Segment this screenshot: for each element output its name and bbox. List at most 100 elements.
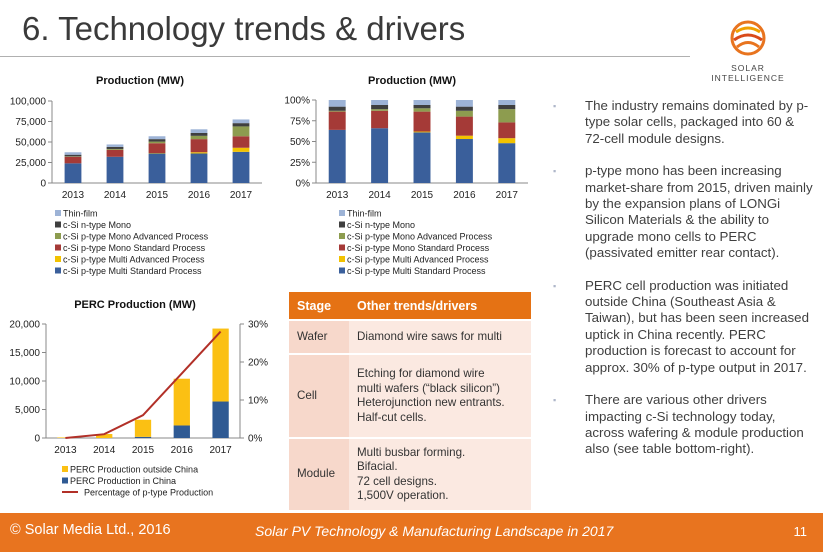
- legend-swatch: [339, 267, 345, 274]
- title-divider: [0, 56, 690, 57]
- bar-segment: [498, 100, 516, 105]
- bar-segment: [232, 151, 250, 183]
- bar-segment: [148, 143, 166, 154]
- legend-label: Thin-film: [63, 209, 98, 219]
- legend-swatch: [55, 256, 61, 262]
- chart-title: Production (MW): [96, 75, 184, 87]
- table-row: Module Multi busbar forming. Bifacial. 7…: [289, 437, 531, 510]
- bar-segment: [232, 119, 250, 124]
- bar-segment: [148, 136, 166, 140]
- bar-segment: [64, 163, 82, 183]
- x-tick-label: 2016: [171, 445, 194, 456]
- bullet-item: The industry remains dominated by p-type…: [553, 98, 815, 147]
- solar-intelligence-logo-icon: [730, 20, 766, 56]
- trend-line: Half-cut cells.: [357, 410, 427, 424]
- trend-line: 1,500V operation.: [357, 489, 449, 502]
- legend-swatch: [55, 244, 61, 251]
- footer-subtitle: Solar PV Technology & Manufacturing Land…: [255, 523, 614, 539]
- y-tick-label: 5,000: [15, 405, 40, 416]
- x-tick-label: 2014: [104, 190, 127, 201]
- bar-segment: [413, 111, 431, 132]
- x-tick-label: 2014: [368, 190, 391, 201]
- table-cell-trends: Diamond wire saws for multi: [349, 319, 531, 354]
- legend-swatch: [62, 466, 68, 472]
- table-cell-trends: Multi busbar forming. Bifacial. 72 cell …: [349, 437, 531, 510]
- legend-label: c-Si p-type Multi Standard Process: [63, 266, 202, 276]
- bar-segment: [413, 100, 431, 105]
- bar-segment: [328, 110, 346, 112]
- bar-segment: [328, 111, 346, 130]
- table-cell-stage: Wafer: [289, 319, 349, 354]
- bullet-item: PERC cell production was initiated outsi…: [553, 278, 815, 376]
- legend-label: c-Si n-type Mono: [347, 220, 415, 230]
- production-mw-chart: Production (MW) 0 25,000 50,000 75,000 100,00…: [10, 75, 262, 276]
- bar-segment: [413, 131, 431, 133]
- bar-segment: [455, 110, 473, 117]
- trend-line: Diamond wire saws for multi: [357, 329, 502, 343]
- y2-tick-label: 0%: [248, 434, 263, 445]
- bullet-list: The industry remains dominated by p-type…: [553, 98, 815, 474]
- bar-segment: [106, 148, 124, 150]
- x-tick-label: 2015: [132, 445, 155, 456]
- x-tick-label: 2017: [209, 445, 232, 456]
- y-tick-label: 75,000: [15, 117, 46, 128]
- legend-swatch: [55, 221, 61, 228]
- bar-segment: [498, 122, 516, 139]
- legend-label: c-Si p-type Mono Standard Process: [63, 243, 206, 253]
- bar-segment: [190, 139, 208, 153]
- bar-segment: [173, 425, 190, 438]
- y-tick-label: 75%: [290, 116, 310, 127]
- x-tick-label: 2016: [188, 190, 211, 201]
- x-tick-label: 2016: [453, 190, 476, 201]
- trend-line: Bifacial.: [357, 460, 398, 473]
- bar-segment: [190, 152, 208, 154]
- bar-segment: [190, 132, 208, 136]
- bar-segment: [190, 129, 208, 133]
- bar-segment: [106, 144, 124, 147]
- chart-title: Production (MW): [368, 75, 456, 87]
- bar-segment: [64, 154, 82, 157]
- bar-segment: [328, 106, 346, 111]
- bar-segment: [106, 146, 124, 149]
- x-tick-label: 2017: [496, 190, 519, 201]
- x-tick-label: 2015: [411, 190, 434, 201]
- table-row: Cell Etching for diamond wire multi wafe…: [289, 353, 531, 438]
- legend-label: c-Si p-type Multi Advanced Process: [63, 255, 205, 265]
- logo-text-line1: SOLAR: [731, 63, 765, 73]
- bar-segment: [413, 132, 431, 183]
- trends-table: Stage Other trends/drivers Wafer Diamond…: [289, 292, 531, 510]
- table-cell-stage: Module: [289, 437, 349, 510]
- trend-line: Multi busbar forming.: [357, 445, 466, 459]
- y-tick-label: 0: [34, 434, 40, 445]
- bar-segment: [232, 123, 250, 127]
- x-tick-label: 2014: [93, 445, 116, 456]
- y-tick-label: 100,000: [10, 97, 47, 108]
- legend-label: c-Si p-type Mono Advanced Process: [63, 232, 209, 242]
- bar-segment: [371, 109, 389, 111]
- legend-label: PERC Production in China: [70, 476, 176, 486]
- legend-label: c-Si n-type Mono: [63, 220, 131, 230]
- percentage-line: [65, 330, 222, 439]
- trend-line: 72 cell designs.: [357, 474, 437, 488]
- perc-production-chart: PERC Production (MW) 0 5,000 10,000 15,000 20…: [9, 299, 268, 498]
- legend-swatch: [339, 256, 345, 262]
- legend-swatch: [339, 221, 345, 228]
- bar-segment: [232, 126, 250, 137]
- table-header-trends: Other trends/drivers: [349, 292, 531, 320]
- bar-segment: [232, 136, 250, 148]
- legend-label: c-Si p-type Mono Advanced Process: [347, 232, 493, 242]
- y-tick-label: 100%: [284, 96, 310, 107]
- x-tick-label: 2017: [230, 190, 253, 201]
- bar-segment: [413, 104, 431, 109]
- y-tick-label: 20,000: [9, 320, 40, 331]
- legend-label: PERC Production outside China: [70, 465, 198, 475]
- x-tick-label: 2013: [62, 190, 85, 201]
- table-cell-stage: Cell: [289, 353, 349, 438]
- footer-copyright: © Solar Media Ltd., 2016: [10, 522, 171, 538]
- legend-label: c-Si p-type Multi Standard Process: [347, 266, 486, 276]
- table-row: Wafer Diamond wire saws for multi: [289, 319, 531, 354]
- legend-swatch: [55, 210, 61, 216]
- legend-label: Thin-film: [347, 209, 382, 219]
- bar-segment: [134, 436, 152, 438]
- y2-tick-label: 20%: [248, 358, 268, 369]
